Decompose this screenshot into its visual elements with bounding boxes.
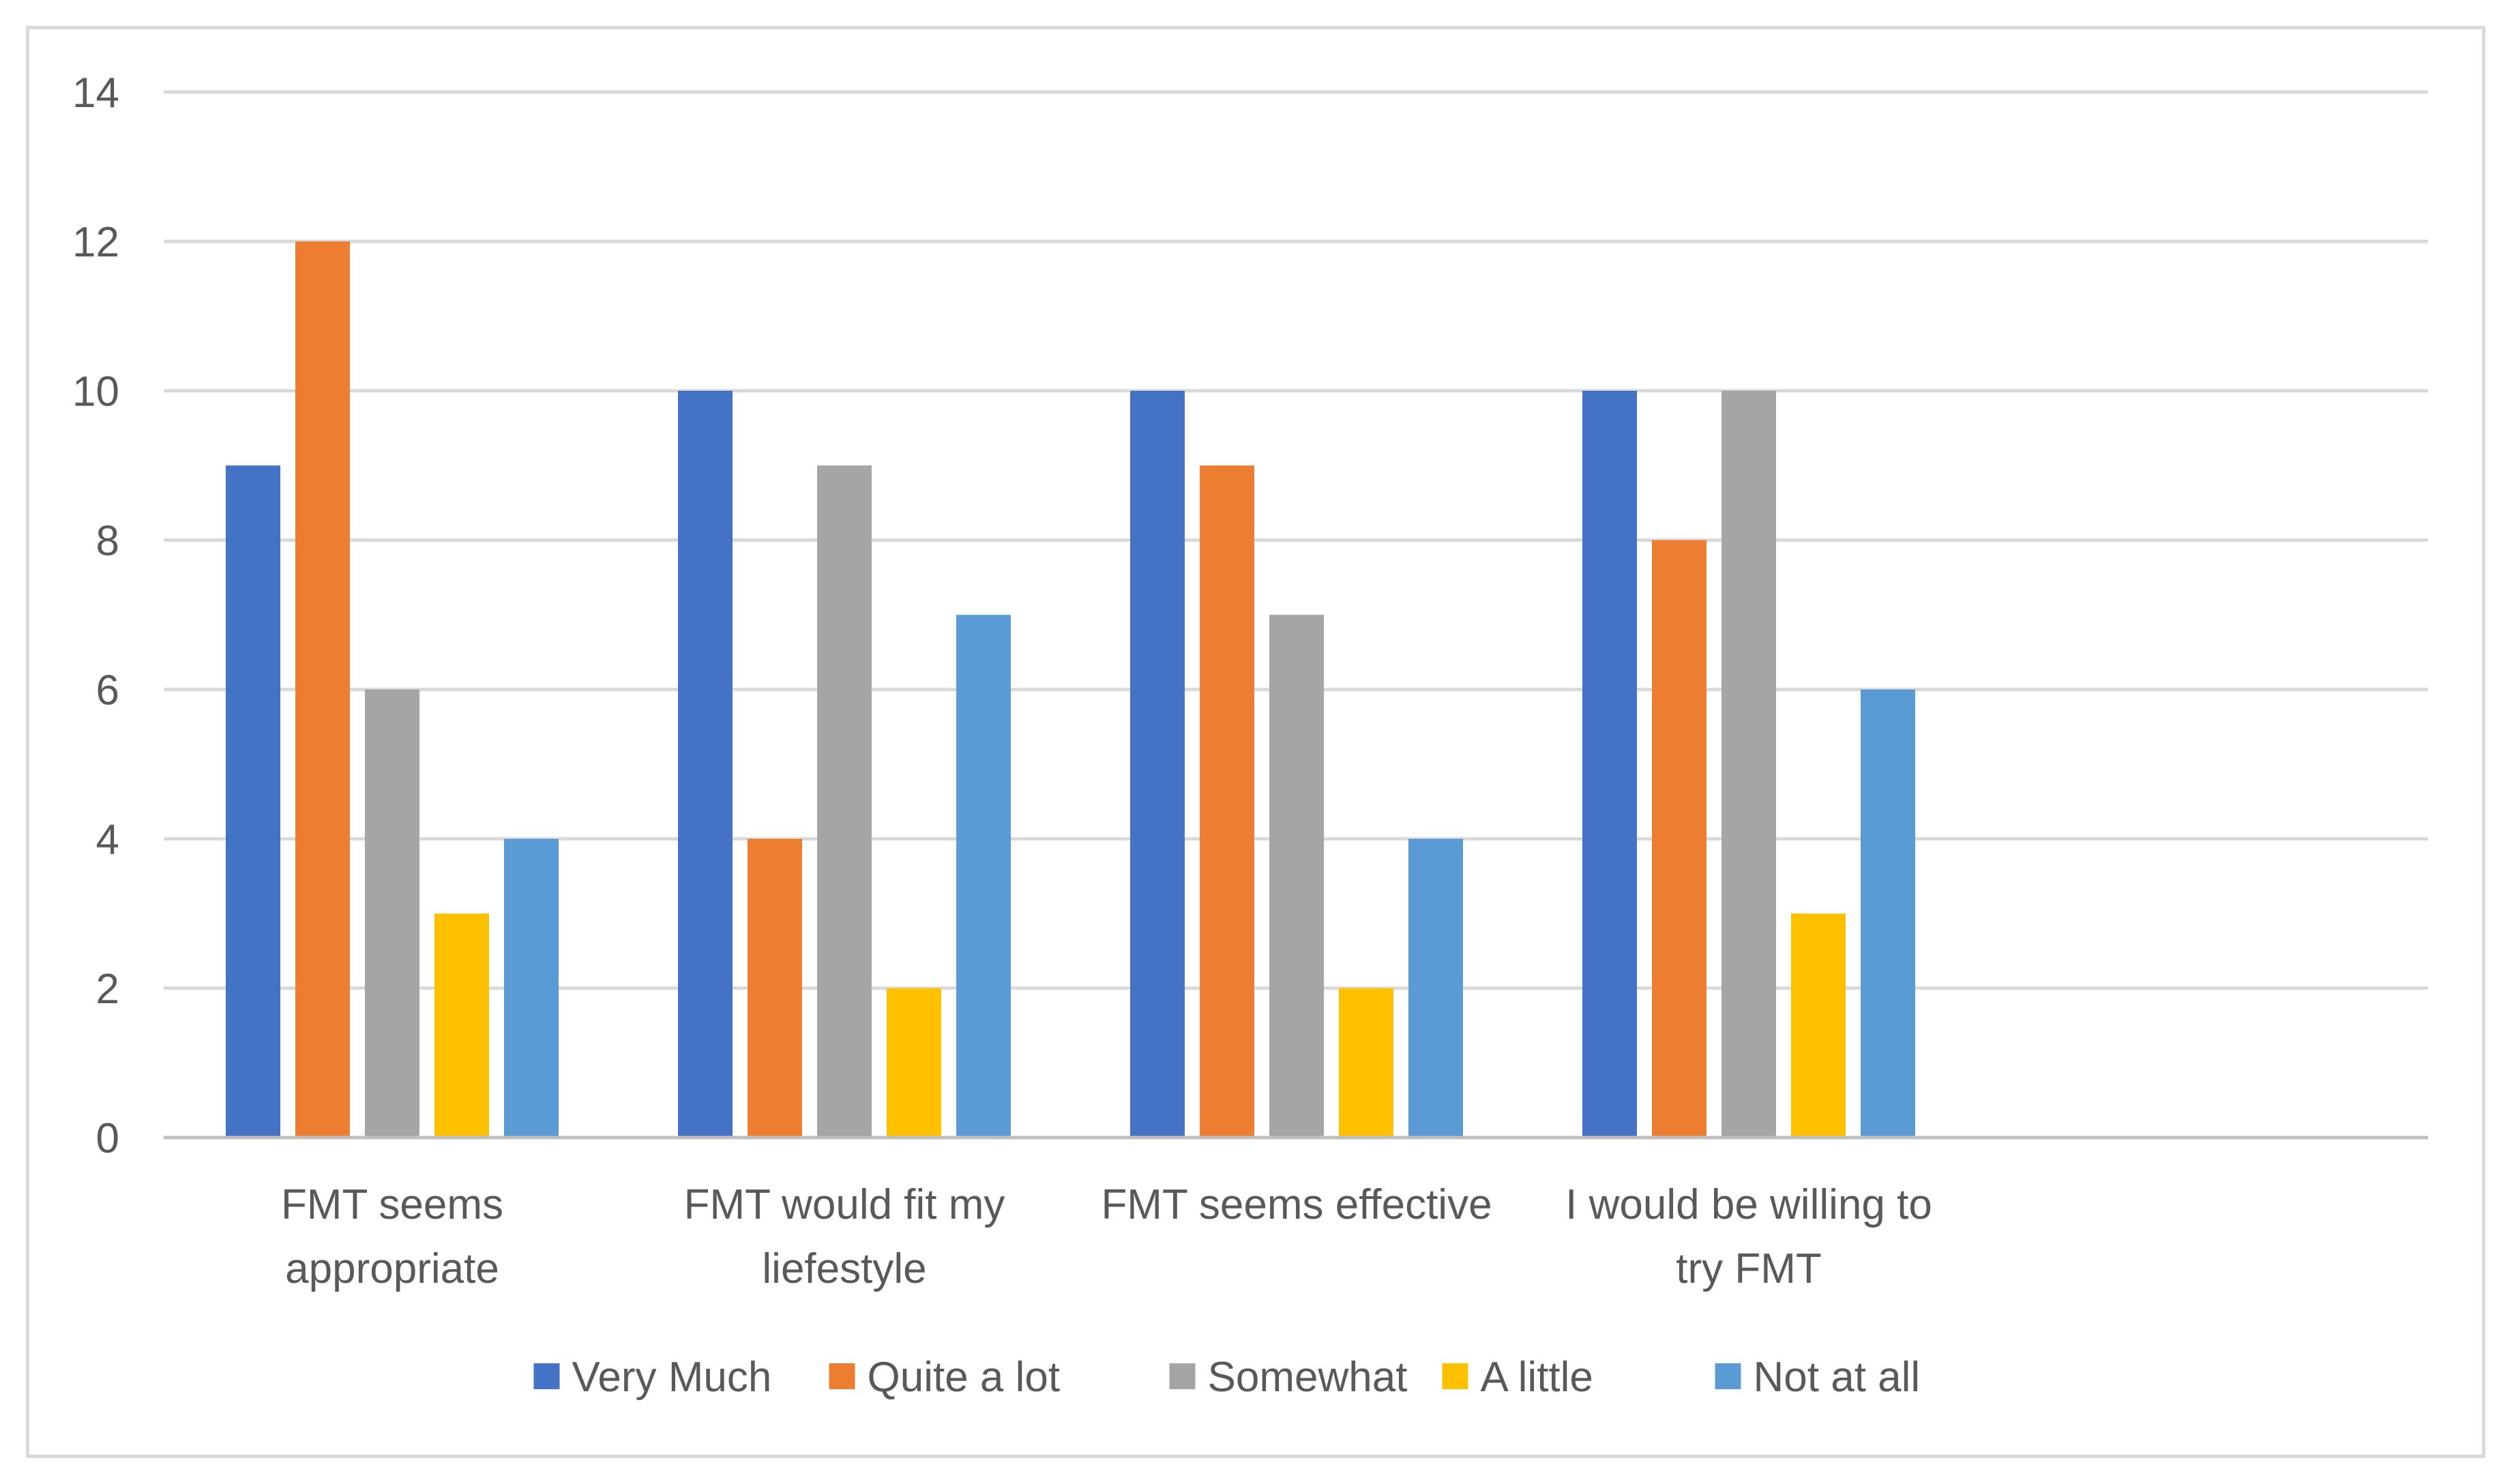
legend: Very Much Quite a lot Somewhat A little Not … bbox=[533, 1354, 1921, 1401]
legend-label-a-little: A little bbox=[1481, 1354, 1593, 1401]
y-tick-label: 4 bbox=[96, 816, 119, 863]
legend-swatch-quite-a-lot bbox=[829, 1363, 855, 1389]
y-tick-label: 8 bbox=[96, 518, 119, 565]
axes: 0 2 4 6 8 10 12 14 FMT seems appropriate FMT would… bbox=[72, 70, 2428, 1292]
x-category-label: FMT would fit my bbox=[684, 1181, 1005, 1228]
bar-not-at-all-3 bbox=[1408, 839, 1463, 1138]
x-category-label: FMT seems effective bbox=[1101, 1181, 1492, 1228]
y-tick-label: 12 bbox=[72, 219, 119, 266]
bar-a-little-3 bbox=[1339, 988, 1393, 1138]
bar-somewhat-2 bbox=[817, 465, 872, 1138]
bar-quite-a-lot-3 bbox=[1200, 465, 1254, 1138]
bar-a-little-2 bbox=[887, 988, 941, 1138]
y-tick-label: 2 bbox=[96, 966, 119, 1013]
bar-not-at-all-4 bbox=[1861, 689, 1915, 1138]
legend-label-somewhat: Somewhat bbox=[1208, 1354, 1408, 1401]
legend-label-not-at-all: Not at all bbox=[1754, 1354, 1921, 1401]
bar-very-much-2 bbox=[678, 391, 733, 1138]
legend-swatch-not-at-all bbox=[1715, 1363, 1741, 1389]
legend-swatch-a-little bbox=[1442, 1363, 1468, 1389]
chart-frame bbox=[26, 26, 2485, 1458]
y-tick-label: 0 bbox=[96, 1115, 119, 1162]
bar-quite-a-lot-2 bbox=[748, 839, 802, 1138]
bar-quite-a-lot-4 bbox=[1652, 540, 1706, 1138]
bar-very-much-3 bbox=[1130, 391, 1185, 1138]
x-category-label: liefestyle bbox=[762, 1245, 926, 1292]
y-tick-label: 14 bbox=[72, 70, 119, 117]
x-category-label: I would be willing to bbox=[1565, 1181, 1932, 1228]
legend-label-very-much: Very Much bbox=[572, 1354, 772, 1401]
legend-swatch-very-much bbox=[533, 1363, 560, 1389]
bar-not-at-all-1 bbox=[504, 839, 559, 1138]
x-category-label: try FMT bbox=[1676, 1245, 1822, 1292]
bar-somewhat-1 bbox=[365, 689, 419, 1138]
bar-a-little-1 bbox=[434, 913, 489, 1138]
bar-quite-a-lot-1 bbox=[295, 241, 350, 1138]
legend-label-quite-a-lot: Quite a lot bbox=[868, 1354, 1061, 1401]
x-category-label: FMT seems bbox=[281, 1181, 503, 1228]
bar-somewhat-4 bbox=[1722, 391, 1776, 1138]
bar-very-much-1 bbox=[226, 465, 280, 1138]
bars bbox=[226, 241, 1915, 1138]
bar-very-much-4 bbox=[1582, 391, 1637, 1138]
bar-somewhat-3 bbox=[1269, 614, 1324, 1138]
bar-not-at-all-2 bbox=[956, 614, 1011, 1138]
y-tick-label: 6 bbox=[96, 667, 119, 714]
y-tick-label: 10 bbox=[72, 368, 119, 415]
x-category-label: appropriate bbox=[285, 1245, 499, 1292]
legend-swatch-somewhat bbox=[1169, 1363, 1196, 1389]
bar-a-little-4 bbox=[1791, 913, 1846, 1138]
